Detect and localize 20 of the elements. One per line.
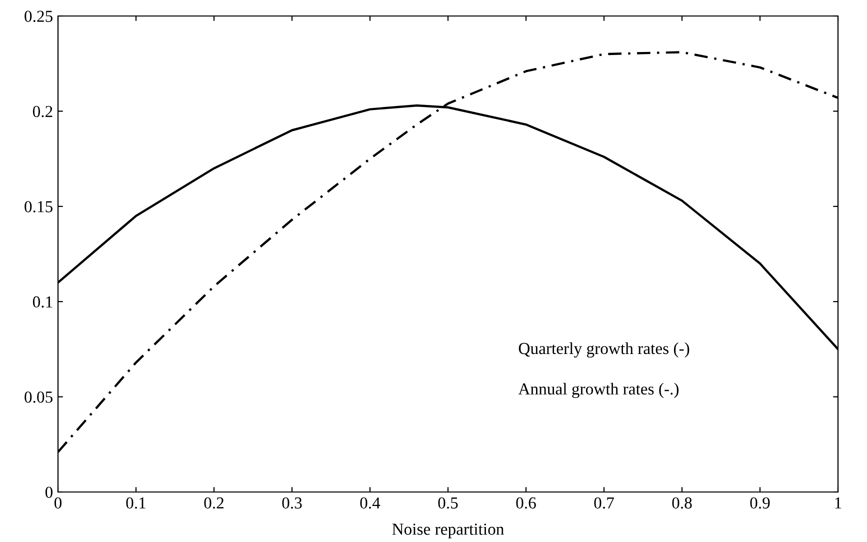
x-tick-label: 0.4	[360, 497, 380, 509]
x-tick-label: 0.1	[126, 497, 146, 509]
x-tick-label: 1	[835, 497, 842, 508]
x-tick-label: 0.3	[282, 497, 302, 509]
annotation: Quarterly growth rates (-)	[518, 342, 690, 358]
y-tick-label: 0.25	[24, 10, 52, 22]
x-tick-label: 0.9	[750, 497, 770, 509]
y-tick-label: 0	[45, 486, 53, 498]
x-tick-label: 0.7	[594, 497, 614, 509]
y-tick-label: 0.15	[24, 201, 52, 212]
y-tick-label: 0.05	[24, 392, 52, 403]
y-tick-label: 0.2	[32, 106, 52, 118]
x-tick-label: 0.5	[438, 497, 458, 509]
annotation: Annual growth rates (-.)	[518, 382, 679, 398]
y-tick-label: 0.1	[32, 296, 52, 308]
x-tick-label: 0.2	[204, 497, 224, 509]
x-axis-title: Noise repartition	[392, 524, 504, 538]
x-tick-label: 0	[54, 497, 62, 509]
x-tick-label: 0.8	[672, 497, 692, 509]
x-tick-label: 0.6	[516, 497, 536, 509]
